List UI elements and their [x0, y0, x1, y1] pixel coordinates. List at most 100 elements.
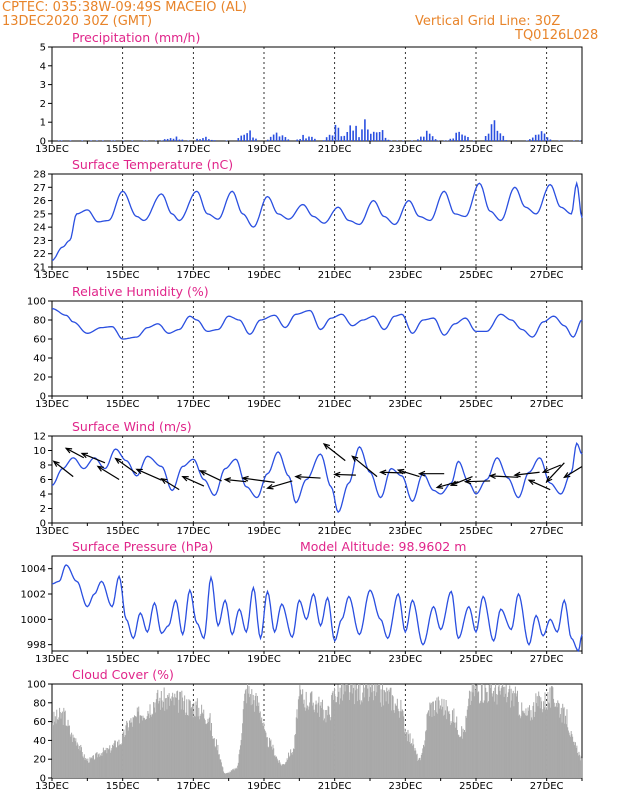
cloud-bar	[430, 702, 432, 778]
cloud-bar	[111, 748, 113, 778]
cloud-bar	[446, 719, 448, 778]
precip-bar	[269, 136, 272, 141]
cloud-bar	[413, 750, 415, 778]
cloud-bar	[238, 754, 240, 778]
cloud-bar	[62, 725, 64, 778]
cloud-bar	[237, 765, 239, 778]
x-tick-label: 21DEC	[318, 399, 352, 410]
cloud-bar	[493, 701, 495, 778]
cloud-bar	[559, 717, 561, 778]
header-location: 035:38W-09:49S MACEIO (AL)	[52, 0, 247, 15]
cloud-bar	[66, 725, 68, 778]
cloud-bar	[232, 769, 234, 778]
precip-bar	[443, 140, 446, 141]
cloud-bar	[548, 703, 550, 778]
cloud-bar	[509, 707, 511, 778]
cloud-bar	[145, 718, 147, 778]
x-tick-label: 13DEC	[35, 144, 69, 155]
wind-arrow-shaft	[564, 465, 583, 478]
cloud-bar	[400, 699, 402, 778]
cloud-bar	[309, 702, 311, 778]
cloud-bar	[551, 686, 553, 778]
cloud-bar	[95, 752, 97, 778]
cloud-bar	[277, 760, 279, 778]
wind-arrow-head	[241, 475, 249, 482]
cloud-bar	[366, 684, 368, 778]
cloud-bar	[320, 702, 322, 778]
panel-temp: 21 22 23 24 25 26 27 28 13DEC 15DEC 17DEC 19DEC 21DE…	[33, 157, 583, 281]
cloud-bar	[345, 684, 347, 778]
cloud-bar	[131, 726, 133, 778]
cloud-bar	[176, 691, 178, 778]
cloud-bar	[312, 702, 314, 778]
cloud-bar	[486, 691, 488, 778]
wind-arrow-shaft	[334, 473, 356, 476]
cloud-bar	[371, 692, 373, 778]
cloud-bar	[138, 706, 140, 778]
x-tick-label: 23DEC	[388, 270, 422, 281]
precip-bar	[502, 135, 505, 141]
cloud-bar	[423, 744, 425, 778]
cloud-bar	[362, 692, 364, 778]
cloud-bar	[98, 753, 100, 778]
cloud-bar	[265, 732, 267, 778]
precip-bar	[266, 139, 269, 141]
cloud-bar	[69, 734, 71, 778]
cloud-bar	[507, 692, 509, 778]
cloud-bar	[557, 702, 559, 778]
cloud-bar	[531, 719, 533, 778]
cloud-bar	[106, 753, 108, 778]
cloud-bar	[191, 703, 193, 778]
wind-arrow-head	[181, 475, 189, 482]
cloud-bar	[90, 758, 92, 778]
x-tick-label: 15DEC	[106, 654, 140, 665]
cloud-bar	[291, 754, 293, 778]
cloud-bar	[280, 764, 282, 778]
cloud-bar	[367, 688, 369, 778]
cloud-bar	[516, 690, 518, 778]
cloud-bar	[53, 711, 55, 778]
cloud-bar	[343, 694, 345, 778]
cloud-bar	[78, 749, 80, 778]
cloud-bar	[295, 717, 297, 778]
cloud-bar	[344, 691, 346, 778]
series-line-pressure	[51, 564, 583, 653]
cloud-bar	[93, 760, 95, 778]
cloud-bar	[580, 756, 582, 778]
cloud-bar	[391, 695, 393, 778]
cloud-bar	[186, 699, 188, 778]
cloud-bar	[58, 717, 60, 778]
cloud-bar	[473, 696, 475, 778]
cloud-bar	[132, 717, 134, 778]
cloud-bar	[341, 684, 343, 778]
wind-arrow-head	[541, 467, 550, 473]
cloud-bar	[56, 719, 58, 778]
cloud-bar	[194, 716, 196, 778]
cloud-bar	[517, 701, 519, 778]
cloud-bar	[427, 710, 429, 778]
cloud-bar	[317, 712, 319, 778]
cloud-bar	[555, 703, 557, 778]
cloud-bar	[139, 715, 141, 778]
cloud-bar	[266, 737, 268, 778]
cloud-bar	[396, 705, 398, 778]
cloud-bar	[266, 737, 268, 778]
cloud-bar	[78, 746, 80, 778]
cloud-bar	[189, 700, 191, 778]
y-tick-label: 4	[40, 61, 46, 72]
wind-arrow-head	[417, 470, 426, 477]
header-date: 13DEC2020 30Z (GMT)	[2, 14, 153, 29]
cloud-bar	[552, 687, 554, 778]
cloud-bar	[110, 750, 112, 778]
cloud-bar	[144, 719, 146, 778]
cloud-bar	[408, 734, 410, 778]
y-tick-label: 27	[33, 183, 46, 194]
cloud-bar	[278, 762, 280, 778]
cloud-bar	[365, 684, 367, 778]
cloud-bar	[357, 701, 359, 778]
cloud-bar	[447, 706, 449, 778]
cloud-bar	[251, 689, 253, 778]
cloud-bar	[408, 741, 410, 778]
wind-arrow-shaft	[200, 470, 222, 482]
cloud-bar	[424, 740, 426, 778]
